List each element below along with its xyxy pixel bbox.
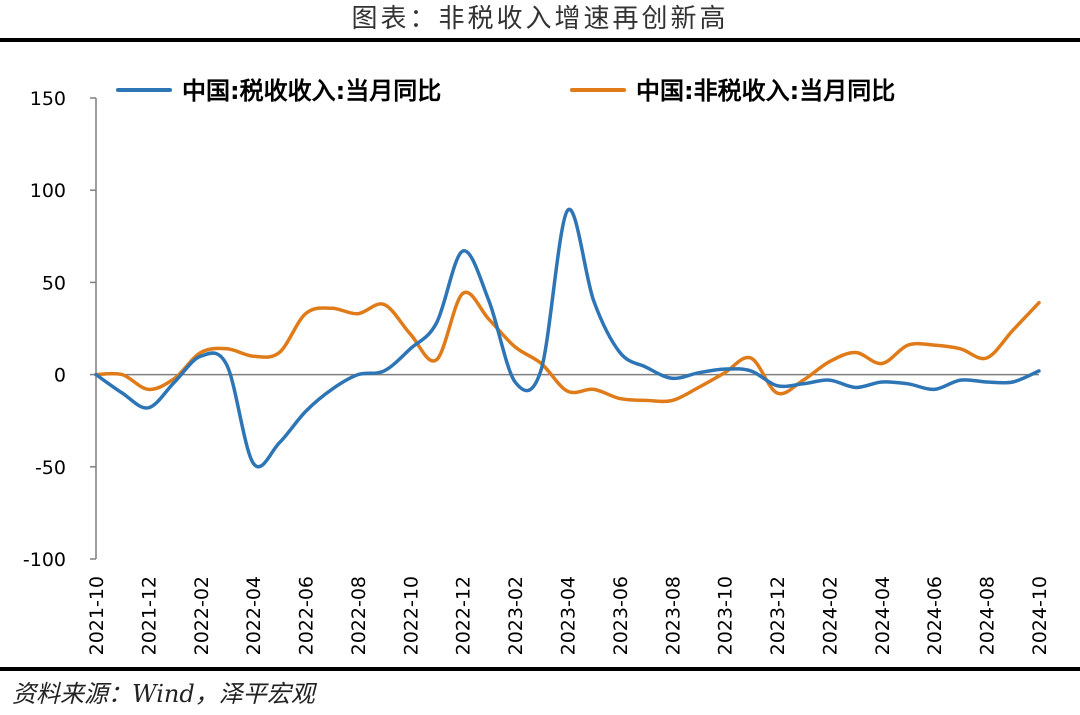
x-tick-label: 2023-02	[505, 576, 527, 655]
x-tick-label: 2023-12	[767, 576, 789, 655]
y-tick-label: -50	[35, 457, 66, 479]
x-tick-label: 2023-08	[662, 576, 684, 655]
x-tick-label: 2024-10	[1029, 576, 1051, 655]
x-tick-label: 2021-10	[86, 576, 108, 655]
source-note: 资料来源：Wind，泽平宏观	[12, 680, 315, 708]
series-line-tax-revenue	[94, 207, 1041, 469]
line-chart: 150 100 50 0 -50 -100 2021-10 2021-12 2022-02 202…	[23, 77, 1051, 655]
legend-label: 中国:税收收入:当月同比	[182, 77, 441, 105]
series-layer	[94, 207, 1041, 469]
x-tick-label: 2022-06	[296, 576, 318, 655]
x-tick-label: 2022-02	[191, 576, 213, 655]
bottom-rule	[0, 667, 1080, 671]
x-tick-label: 2022-10	[400, 576, 422, 655]
series-line-non-tax-revenue	[94, 290, 1041, 404]
y-tick-label: -100	[23, 549, 66, 571]
y-tick-label: 0	[54, 365, 66, 387]
x-tick-label: 2024-02	[819, 576, 841, 655]
x-tick-label: 2022-12	[453, 576, 475, 655]
y-tick-label: 50	[42, 272, 66, 294]
x-tick-label: 2022-04	[243, 576, 265, 655]
x-tick-label: 2021-12	[138, 576, 160, 655]
legend: 中国:税收收入:当月同比 中国:非税收入:当月同比	[116, 77, 895, 105]
chart-axes: 150 100 50 0 -50 -100 2021-10 2021-12 2022-02 202…	[23, 88, 1051, 655]
x-tick-label: 2023-10	[715, 576, 737, 655]
legend-label: 中国:非税收入:当月同比	[636, 77, 895, 105]
top-rule	[0, 38, 1080, 42]
x-tick-label: 2024-04	[872, 576, 894, 655]
chart-title: 图表：非税收入增速再创新高	[351, 4, 729, 34]
x-tick-label: 2023-04	[558, 576, 580, 655]
x-tick-label: 2023-06	[610, 576, 632, 655]
y-tick-label: 100	[30, 180, 66, 202]
x-tick-label: 2024-08	[977, 576, 999, 655]
x-tick-label: 2022-08	[348, 576, 370, 655]
x-tick-label: 2024-06	[924, 576, 946, 655]
y-tick-label: 150	[30, 88, 66, 110]
